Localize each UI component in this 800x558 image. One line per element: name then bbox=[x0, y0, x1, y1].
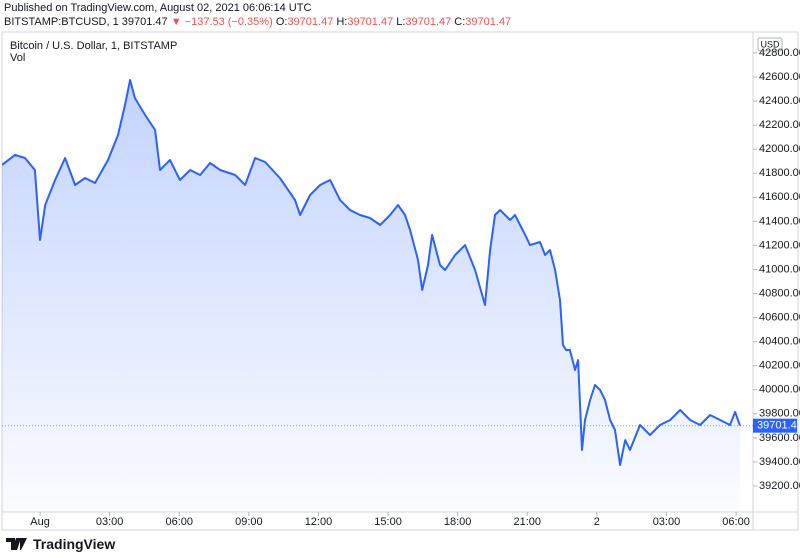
ohlc-label: O: bbox=[275, 16, 288, 28]
last-price-box bbox=[753, 418, 797, 433]
ohlc-value: 39701.47 bbox=[287, 16, 334, 28]
currency-box bbox=[757, 37, 783, 52]
x-tick-label: 18:00 bbox=[444, 516, 472, 528]
x-tick-label: 15:00 bbox=[374, 516, 402, 528]
y-tick-label: 42400.00 bbox=[759, 95, 800, 107]
y-tick-label: 41400.00 bbox=[759, 215, 800, 227]
x-tick-label: 06:00 bbox=[722, 516, 750, 528]
ohlc-label: C: bbox=[454, 16, 466, 28]
x-tick-label: 06:00 bbox=[165, 516, 193, 528]
ohlc-label: L: bbox=[396, 16, 406, 28]
ohlc-value: 39701.47 bbox=[465, 16, 512, 28]
price-line bbox=[2, 79, 741, 466]
y-tick-label: 39200.00 bbox=[759, 480, 800, 492]
symbol-line: BITSTAMP:BTCUSD, 1 39701.47 ▼ −137.53 (−… bbox=[4, 16, 514, 28]
y-tick-label: 40600.00 bbox=[759, 312, 800, 324]
y-tick-label: 41600.00 bbox=[759, 191, 800, 203]
y-tick-label: 39400.00 bbox=[759, 456, 800, 468]
change-arrow: ▼ bbox=[170, 16, 182, 28]
chart: Bitcoin / U.S. Dollar, 1, BITSTAMP Vol U… bbox=[1, 31, 800, 531]
symbol: BITSTAMP:BTCUSD, 1 bbox=[4, 16, 119, 28]
logo bbox=[6, 538, 27, 550]
price-area bbox=[2, 80, 740, 512]
chart-title: Bitcoin / U.S. Dollar, 1, BITSTAMP bbox=[10, 40, 177, 52]
y-tick-label: 42000.00 bbox=[759, 143, 800, 155]
ohlc-value: 39701.47 bbox=[405, 16, 452, 28]
y-tick-label: 41000.00 bbox=[759, 263, 800, 275]
y-tick-label: 42200.00 bbox=[759, 119, 800, 131]
volume-label: Vol bbox=[10, 52, 25, 64]
y-tick-label: 41200.00 bbox=[759, 239, 800, 251]
x-tick-label: 21:00 bbox=[513, 516, 541, 528]
x-tick-label: 12:00 bbox=[305, 516, 333, 528]
x-tick-label: 2 bbox=[594, 516, 600, 528]
ohlc: O:39701.47 H:39701.47 L:39701.47 C:39701.47 bbox=[276, 16, 514, 28]
x-tick-label: 03:00 bbox=[653, 516, 681, 528]
x-tick-label: Aug bbox=[30, 516, 50, 528]
published-line: Published on TradingView.com, August 02,… bbox=[4, 2, 312, 14]
x-tick-label: 09:00 bbox=[235, 516, 263, 528]
ohlc-label: H: bbox=[336, 16, 348, 28]
ohlc-value: 39701.47 bbox=[347, 16, 394, 28]
y-tick-label: 41800.00 bbox=[759, 167, 800, 179]
y-tick-label: 42800.00 bbox=[759, 47, 800, 59]
y-tick-label: 40800.00 bbox=[759, 287, 800, 299]
brand: TradingView bbox=[33, 536, 116, 552]
y-tick-label: 42600.00 bbox=[759, 71, 800, 83]
last-price: 39701.47 bbox=[121, 16, 168, 28]
y-tick-label: 40000.00 bbox=[759, 384, 800, 396]
change: −137.53 (−0.35%) bbox=[184, 16, 273, 28]
last-price-label: 39701.47 bbox=[757, 420, 800, 432]
y-tick-label: 40400.00 bbox=[759, 336, 800, 348]
footer: TradingView bbox=[6, 536, 115, 552]
x-tick-label: 03:00 bbox=[96, 516, 124, 528]
y-tick-label: 39800.00 bbox=[759, 408, 800, 420]
y-tick-label: 39600.00 bbox=[759, 432, 800, 444]
y-tick-label: 40200.00 bbox=[759, 360, 800, 372]
currency: USD bbox=[760, 39, 780, 49]
